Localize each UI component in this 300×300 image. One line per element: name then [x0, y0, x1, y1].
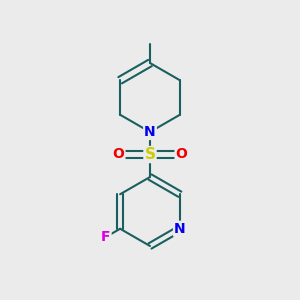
Text: N: N: [174, 222, 186, 236]
Text: S: S: [145, 147, 155, 162]
Text: O: O: [176, 148, 188, 161]
Text: O: O: [112, 148, 124, 161]
Text: N: N: [144, 125, 156, 139]
Text: F: F: [101, 230, 111, 244]
